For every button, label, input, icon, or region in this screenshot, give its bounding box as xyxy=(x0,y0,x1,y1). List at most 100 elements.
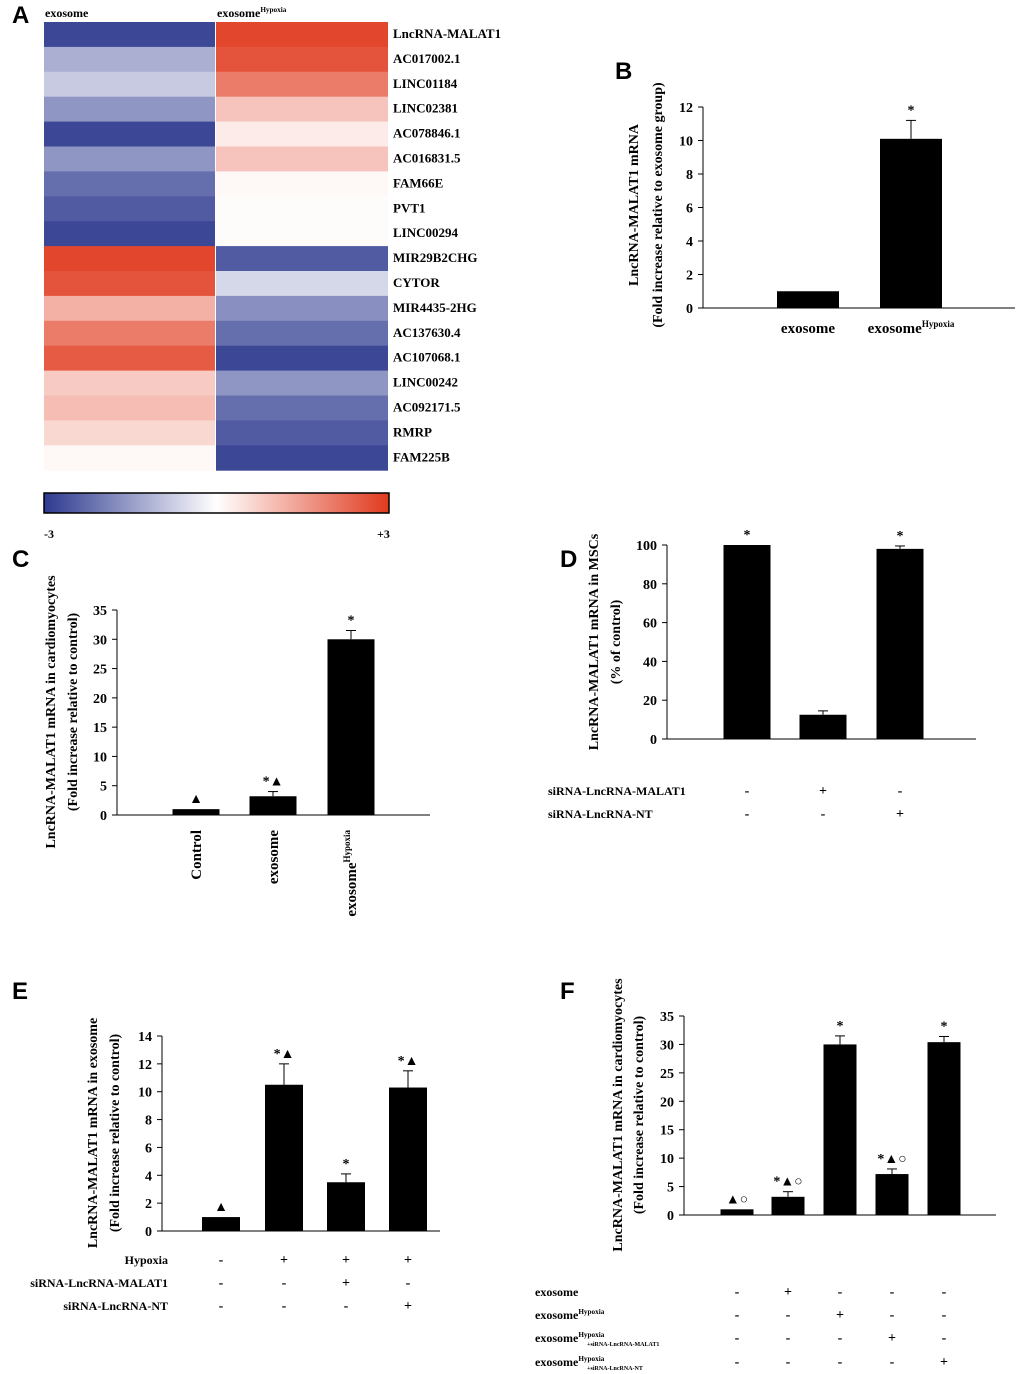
panel-d-significance-mark: * xyxy=(897,529,904,544)
panel-d-bar xyxy=(723,545,771,739)
heatmap-column-label: exosomeHypoxia xyxy=(217,6,287,20)
panel-c-tick-label: 10 xyxy=(93,750,107,765)
panel-d-condition-sign: - xyxy=(898,784,903,799)
colorbar-max-label: +3 xyxy=(377,527,390,541)
panel-c-category-label: Control xyxy=(189,830,205,880)
panel-f-condition-sign: - xyxy=(942,1285,947,1300)
panel-f-tick-label: 5 xyxy=(667,1181,674,1196)
panel-e-tick-label: 14 xyxy=(138,1030,152,1045)
panel-d-tick-label: 40 xyxy=(643,655,657,670)
panel-f-significance-mark: *▲○ xyxy=(773,1175,802,1190)
panel-c-significance-mark: * xyxy=(348,614,355,629)
panel-d-bar xyxy=(876,548,924,739)
panel-f-condition-sign: + xyxy=(836,1308,844,1323)
panel-b-significance-mark: * xyxy=(908,103,915,118)
heatmap-cell xyxy=(44,271,215,297)
panel-e-condition-sign: + xyxy=(404,1253,412,1268)
heatmap-row-label: MIR4435-2HG xyxy=(393,300,477,315)
heatmap-cell xyxy=(216,320,388,347)
heatmap-cell xyxy=(216,196,388,222)
panel-c-category-label: exosome xyxy=(266,830,282,884)
panel-b-tick-label: 0 xyxy=(686,302,693,317)
heatmap-cell xyxy=(44,71,215,98)
panel-f-bar xyxy=(823,1044,857,1215)
heatmap-cell xyxy=(216,22,388,48)
panel-e-tick-label: 12 xyxy=(138,1058,152,1073)
panel-c-significance-mark: ▲ xyxy=(189,792,203,807)
panel-e-condition-label: siRNA-LncRNA-NT xyxy=(63,1299,168,1313)
panel-e-tick-label: 0 xyxy=(145,1225,152,1240)
panel-f-tick-label: 35 xyxy=(660,1010,674,1025)
heatmap-cell xyxy=(44,96,215,123)
panel-c-ylabel-2: (Fold increase relative to control) xyxy=(66,613,81,812)
panel-f-significance-mark: ▲○ xyxy=(726,1192,748,1207)
heatmap-cell xyxy=(44,46,215,73)
panel-f-bar xyxy=(927,1042,961,1215)
panel-f-significance-mark: *▲○ xyxy=(877,1152,906,1167)
panel-f-condition-sign: - xyxy=(786,1308,791,1323)
panel-d-condition-label: siRNA-LncRNA-MALAT1 xyxy=(548,784,686,798)
panel-e-tick-label: 8 xyxy=(145,1114,152,1129)
panel-f-tick-label: 15 xyxy=(660,1124,674,1139)
panel-d-ylabel-2: (% of control) xyxy=(609,599,624,684)
panel-f-condition-sign: + xyxy=(784,1285,792,1300)
panel-f-condition-sign: - xyxy=(838,1285,843,1300)
panel-f-condition-sign: - xyxy=(942,1308,947,1323)
panel-e-condition-sign: - xyxy=(282,1299,287,1314)
panel-f-condition-sign: + xyxy=(888,1331,896,1346)
panel-label-d: D xyxy=(560,546,578,573)
panel-c-bar xyxy=(249,796,297,815)
panel-b-tick-label: 10 xyxy=(679,135,693,150)
panel-e-tick-label: 6 xyxy=(145,1141,152,1156)
panel-f-significance-mark: * xyxy=(837,1019,844,1034)
panel-f-condition-sign: - xyxy=(735,1308,740,1323)
panel-f-significance-mark: * xyxy=(941,1019,948,1034)
panel-f-condition-label: exosomeHypoxia +siRNA-LncRNA-MALAT1 xyxy=(535,1331,659,1348)
panel-e-condition-sign: + xyxy=(342,1276,350,1291)
panel-f-condition-sign: - xyxy=(735,1355,740,1370)
panel-c-bar xyxy=(172,809,220,815)
panel-f-tick-label: 30 xyxy=(660,1038,674,1053)
panel-b-ylabel: LncRNA-MALAT1 mRNA xyxy=(627,123,642,286)
panel-f-condition-sign: - xyxy=(786,1355,791,1370)
heatmap-cell xyxy=(216,295,388,322)
heatmap-row-label: AC137630.4 xyxy=(393,325,461,340)
heatmap-cell xyxy=(216,221,388,247)
panel-c-bar xyxy=(327,639,375,815)
panel-f-condition-label: exosomeHypoxia +siRNA-LncRNA-NT xyxy=(535,1355,643,1372)
panel-d-tick-label: 60 xyxy=(643,617,657,632)
panel-f-bar xyxy=(771,1196,805,1215)
panel-f-condition-sign: + xyxy=(940,1355,948,1370)
panel-e-condition-label: siRNA-LncRNA-MALAT1 xyxy=(30,1276,168,1290)
panel-e-ylabel: LncRNA-MALAT1 mRNA in exosome xyxy=(86,1018,101,1248)
heatmap-cell xyxy=(44,445,215,471)
panel-e-condition-sign: - xyxy=(219,1276,224,1291)
panel-e-condition-sign: - xyxy=(406,1276,411,1291)
panel-f-condition-sign: - xyxy=(890,1285,895,1300)
heatmap-cell xyxy=(44,345,215,372)
panel-e-condition-sign: - xyxy=(344,1299,349,1314)
heatmap-cell xyxy=(216,370,388,396)
panel-c-significance-mark: *▲ xyxy=(263,775,284,790)
panel-label-c: C xyxy=(12,546,30,573)
panel-e-significance-mark: *▲ xyxy=(398,1054,419,1069)
panel-f-tick-label: 10 xyxy=(660,1152,674,1167)
panel-c-category-label: exosomeHypoxia xyxy=(342,830,360,917)
heatmap-cell xyxy=(216,246,388,272)
heatmap-cell xyxy=(44,146,215,172)
panel-d-condition-sign: - xyxy=(821,807,826,822)
heatmap-row-label: LncRNA-MALAT1 xyxy=(393,26,501,41)
panel-f-condition-sign: - xyxy=(838,1355,843,1370)
panel-f-tick-label: 20 xyxy=(660,1095,674,1110)
panel-e-condition-sign: + xyxy=(342,1253,350,1268)
heatmap-row-label: PVT1 xyxy=(393,200,426,215)
panel-e-condition-label: Hypoxia xyxy=(125,1253,168,1267)
heatmap-row-label: RMRP xyxy=(393,424,432,439)
panel-c-tick-label: 20 xyxy=(93,692,107,707)
heatmap-row-label: LINC00294 xyxy=(393,225,459,240)
heatmap-row-label: MIR29B2CHG xyxy=(393,250,478,265)
panel-f-bar xyxy=(875,1174,909,1215)
heatmap-cell xyxy=(216,345,388,372)
panel-e-bar xyxy=(202,1217,240,1231)
